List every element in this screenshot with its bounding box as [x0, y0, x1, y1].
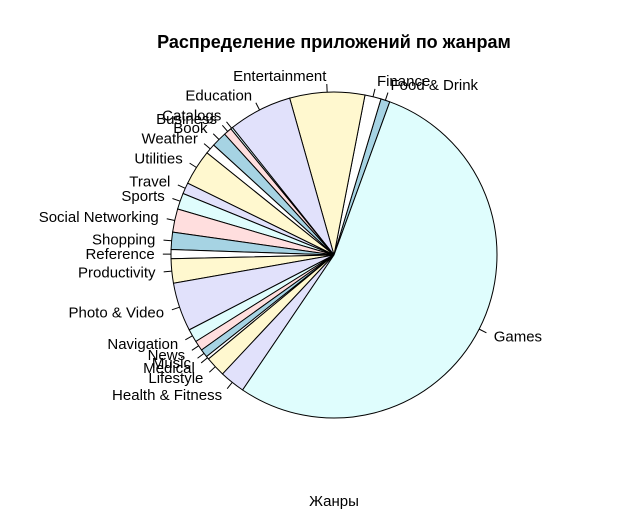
pie-label: Book	[173, 120, 208, 137]
pie-label: Weather	[141, 130, 197, 147]
pie-slice-games	[241, 101, 498, 419]
x-axis-label: Жанры	[309, 493, 359, 510]
chart-title: Распределение приложений по жанрам	[157, 32, 511, 52]
pie-label: Games	[494, 329, 542, 346]
pie-label: Photo & Video	[68, 304, 164, 321]
label-tick	[163, 270, 172, 273]
label-tick	[478, 328, 487, 334]
label-tick	[212, 133, 220, 140]
pie-label: Sports	[121, 188, 164, 205]
pie-label: Catalogs	[162, 107, 221, 124]
pie-label: Navigation	[107, 336, 178, 353]
pie-slices	[170, 91, 498, 419]
label-tick	[200, 357, 208, 364]
pie-label: Productivity	[78, 265, 156, 282]
pie-label: Utilities	[134, 151, 182, 168]
pie-label: Entertainment	[233, 68, 327, 85]
label-tick	[172, 198, 181, 202]
label-tick	[384, 92, 389, 101]
label-tick	[221, 124, 229, 132]
pie-label: Medical	[143, 360, 195, 377]
label-tick	[209, 366, 216, 373]
label-tick	[203, 143, 211, 150]
label-tick	[226, 121, 232, 129]
pie-label: Business	[156, 111, 217, 128]
pie-label: Education	[185, 87, 252, 104]
pie-label: Music	[152, 355, 192, 372]
label-tick	[177, 184, 186, 189]
label-tick	[372, 88, 376, 97]
pie-label: Lifestyle	[148, 370, 203, 387]
label-tick	[226, 382, 233, 390]
label-tick	[191, 345, 199, 351]
label-tick	[189, 162, 197, 168]
pie-label: Health & Fitness	[112, 387, 222, 404]
pie-label: Food & Drink	[391, 77, 479, 94]
label-tick	[163, 239, 172, 242]
label-tick	[255, 102, 261, 111]
pie-label: Shopping	[92, 231, 155, 248]
label-tick	[185, 335, 193, 341]
label-tick	[197, 352, 205, 359]
pie-label: Social Networking	[39, 209, 159, 226]
pie-label: Reference	[85, 246, 154, 263]
pie-label: Finance	[377, 73, 430, 90]
label-tick	[171, 306, 180, 311]
pie-label: Travel	[129, 174, 170, 191]
pie-label: News	[148, 347, 186, 364]
label-tick	[166, 218, 175, 221]
